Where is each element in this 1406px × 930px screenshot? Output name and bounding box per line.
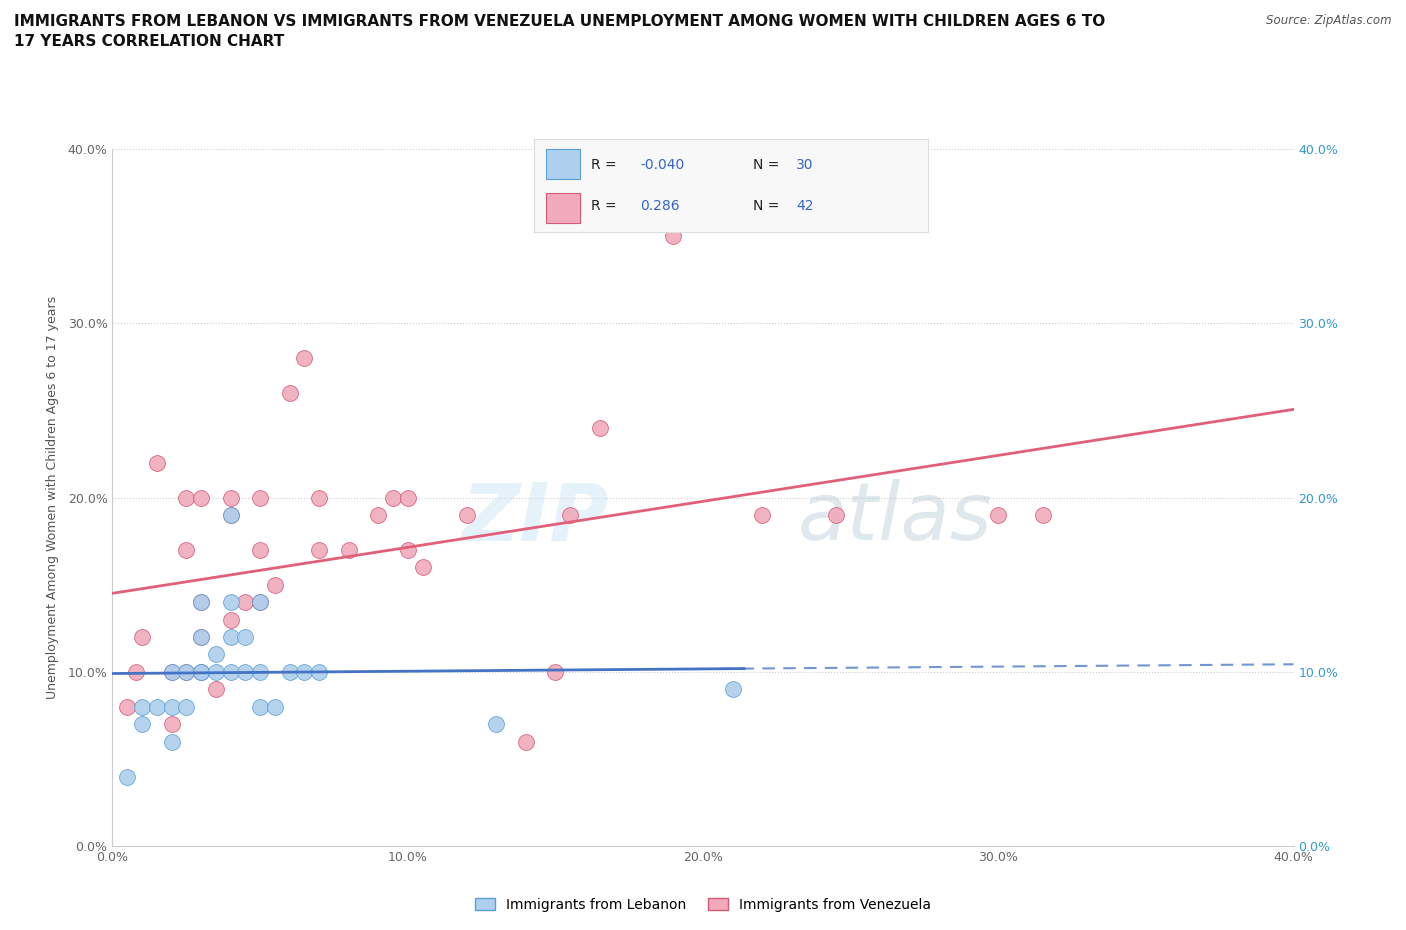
Bar: [546, 193, 579, 223]
Point: [174, 665, 197, 680]
Text: IMMIGRANTS FROM LEBANON VS IMMIGRANTS FROM VENEZUELA UNEMPLOYMENT AMONG WOMEN WI: IMMIGRANTS FROM LEBANON VS IMMIGRANTS FR…: [14, 14, 1105, 48]
Point: [190, 665, 212, 680]
Point: [174, 542, 197, 557]
Point: [367, 508, 389, 523]
Point: [205, 647, 228, 662]
Point: [233, 595, 256, 610]
Point: [190, 630, 212, 644]
Text: N =: N =: [752, 157, 783, 172]
Point: [249, 595, 271, 610]
Point: [219, 508, 242, 523]
Point: [249, 665, 271, 680]
Text: Source: ZipAtlas.com: Source: ZipAtlas.com: [1267, 14, 1392, 27]
Point: [987, 508, 1010, 523]
Point: [131, 630, 153, 644]
Point: [131, 717, 153, 732]
Point: [174, 699, 197, 714]
Text: ZIP: ZIP: [461, 480, 609, 557]
Point: [721, 682, 744, 697]
Text: R =: R =: [592, 157, 621, 172]
Point: [515, 735, 537, 750]
Point: [146, 456, 169, 471]
Point: [264, 699, 287, 714]
Text: -0.040: -0.040: [641, 157, 685, 172]
Point: [544, 665, 567, 680]
Legend: Immigrants from Lebanon, Immigrants from Venezuela: Immigrants from Lebanon, Immigrants from…: [471, 894, 935, 916]
Point: [190, 665, 212, 680]
Point: [190, 595, 212, 610]
Point: [662, 229, 685, 244]
Point: [117, 769, 138, 784]
Point: [190, 490, 212, 505]
Point: [337, 542, 360, 557]
Point: [219, 508, 242, 523]
Point: [278, 665, 301, 680]
Point: [219, 612, 242, 627]
Point: [308, 490, 330, 505]
Point: [558, 508, 582, 523]
Text: N =: N =: [752, 199, 783, 214]
Point: [233, 630, 256, 644]
Point: [308, 542, 330, 557]
Text: 30: 30: [796, 157, 814, 172]
Point: [292, 665, 315, 680]
Point: [117, 699, 138, 714]
Point: [233, 665, 256, 680]
Point: [160, 735, 183, 750]
Point: [249, 490, 271, 505]
Point: [125, 665, 148, 680]
Point: [219, 665, 242, 680]
Point: [588, 420, 610, 435]
Point: [824, 508, 846, 523]
Point: [485, 717, 508, 732]
Point: [751, 508, 773, 523]
Point: [264, 578, 287, 592]
Text: R =: R =: [592, 199, 621, 214]
Text: atlas: atlas: [797, 480, 993, 557]
Point: [396, 490, 419, 505]
Point: [160, 665, 183, 680]
Point: [411, 560, 433, 575]
Point: [190, 595, 212, 610]
Point: [174, 665, 197, 680]
Text: 42: 42: [796, 199, 814, 214]
Point: [219, 630, 242, 644]
Point: [160, 717, 183, 732]
Point: [160, 699, 183, 714]
Point: [1032, 508, 1054, 523]
Point: [205, 682, 228, 697]
Point: [219, 490, 242, 505]
Point: [146, 699, 169, 714]
Point: [190, 630, 212, 644]
Point: [396, 542, 419, 557]
Point: [160, 665, 183, 680]
Point: [456, 508, 478, 523]
Point: [219, 595, 242, 610]
Point: [131, 699, 153, 714]
Point: [205, 665, 228, 680]
Text: 0.286: 0.286: [641, 199, 681, 214]
Point: [249, 542, 271, 557]
Point: [190, 665, 212, 680]
Point: [249, 699, 271, 714]
Point: [278, 386, 301, 401]
Point: [292, 351, 315, 365]
Bar: [546, 149, 579, 179]
Point: [249, 595, 271, 610]
Y-axis label: Unemployment Among Women with Children Ages 6 to 17 years: Unemployment Among Women with Children A…: [46, 296, 59, 699]
Point: [382, 490, 405, 505]
Point: [174, 490, 197, 505]
Point: [308, 665, 330, 680]
